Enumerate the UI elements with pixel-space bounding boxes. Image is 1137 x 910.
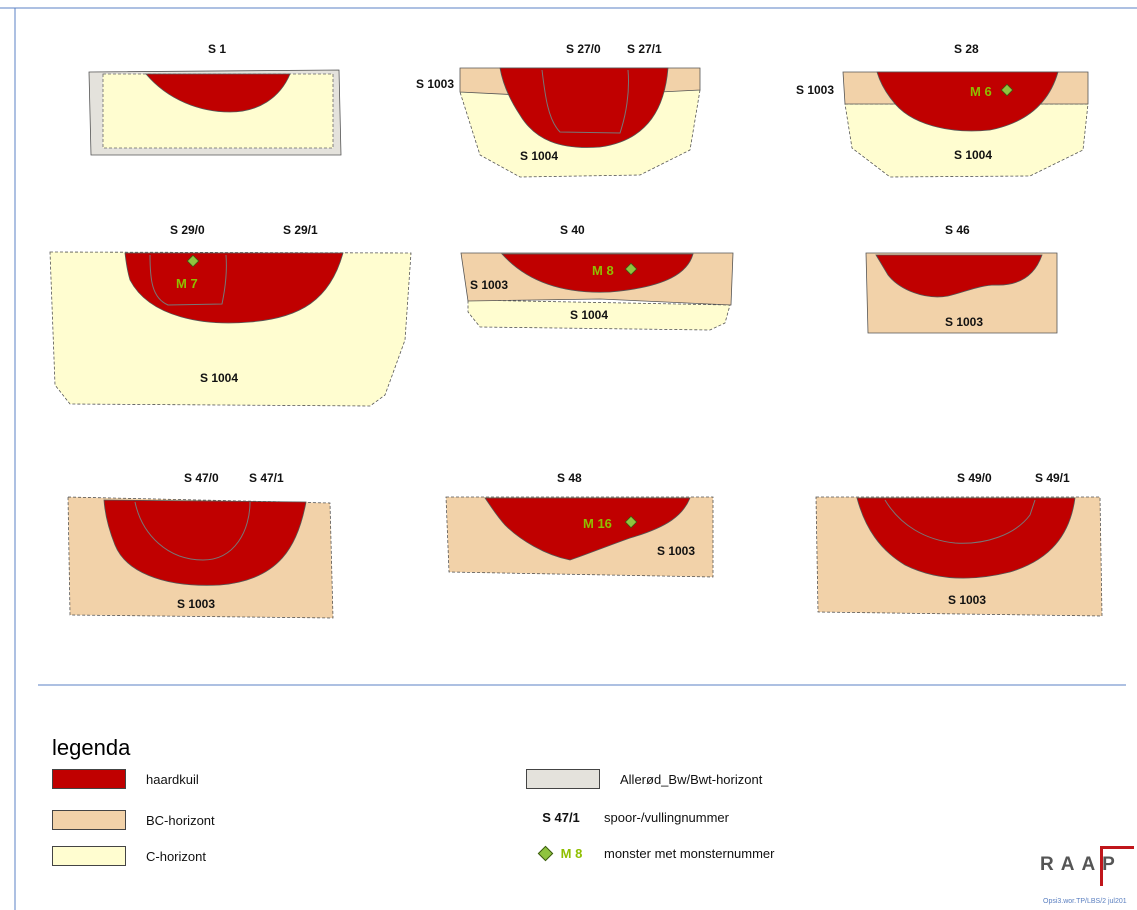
swatch-c xyxy=(52,846,126,866)
legend-item-monster: M 8 monster met monsternummer xyxy=(530,845,775,862)
haardkuil xyxy=(499,67,669,148)
label-s27-0: S 27/0 xyxy=(566,42,601,56)
label-s40: S 40 xyxy=(560,223,585,237)
label-s1003: S 1003 xyxy=(177,597,215,611)
swatch-allerod xyxy=(526,769,600,789)
legend-code-spoor: S 47/1 xyxy=(542,810,580,825)
legend-title: legenda xyxy=(52,735,131,760)
fill-boundary xyxy=(541,69,629,134)
legend-label: haardkuil xyxy=(146,771,199,787)
haardkuil xyxy=(501,253,694,293)
label-s1004: S 1004 xyxy=(954,148,992,162)
haardkuil xyxy=(856,497,1076,579)
legend-monster-sample: M 8 xyxy=(530,845,592,862)
label-s47-0: S 47/0 xyxy=(184,471,219,485)
legend-item-bc: BC-horizont xyxy=(52,810,215,830)
monster-marker xyxy=(186,254,200,268)
label-s1003: S 1003 xyxy=(416,77,454,91)
legend-label: monster met monsternummer xyxy=(604,846,775,861)
section-s46: S 46 S 1003 xyxy=(865,223,1058,334)
label-s1004: S 1004 xyxy=(570,308,608,322)
haardkuil xyxy=(875,254,1043,298)
monster-m8: M 8 xyxy=(592,263,614,278)
fill-boundary xyxy=(149,254,227,306)
haardkuil xyxy=(103,499,307,586)
section-s28: M 6 S 28 S 1003 S 1004 xyxy=(796,42,1089,178)
fill-boundary xyxy=(884,499,1036,544)
label-s1003: S 1003 xyxy=(796,83,834,97)
monster-marker xyxy=(624,262,638,276)
legend-code-monster: M 8 xyxy=(560,846,583,861)
section-s47: S 47/0 S 47/1 S 1003 xyxy=(67,471,334,619)
legend-label: C-horizont xyxy=(146,848,206,864)
raap-logo: RAAP xyxy=(1040,854,1122,875)
swatch-haardkuil xyxy=(52,769,126,789)
monster-marker-icon xyxy=(537,845,553,862)
legend-item-haardkuil: haardkuil xyxy=(52,769,199,789)
monster-marker xyxy=(624,515,638,529)
footer-code: Opsi3.wor.TP/LBS/2 jul201 xyxy=(1043,898,1127,905)
label-s46: S 46 xyxy=(945,223,970,237)
label-s49-0: S 49/0 xyxy=(957,471,992,485)
legend-label: spoor-/vullingnummer xyxy=(604,810,729,825)
label-s1003: S 1003 xyxy=(948,593,986,607)
fill-boundary xyxy=(134,501,251,561)
label-s1004: S 1004 xyxy=(200,371,238,385)
label-s29-1: S 29/1 xyxy=(283,223,318,237)
label-s1003: S 1003 xyxy=(470,278,508,292)
raap-logo-mark xyxy=(1100,846,1134,886)
label-s1: S 1 xyxy=(208,42,226,56)
label-s1003: S 1003 xyxy=(945,315,983,329)
section-s1: S 1 xyxy=(88,42,342,156)
monster-m6: M 6 xyxy=(970,84,992,99)
monster-marker xyxy=(1000,83,1014,97)
label-s48: S 48 xyxy=(557,471,582,485)
label-s47-1: S 47/1 xyxy=(249,471,284,485)
haardkuil xyxy=(145,73,291,113)
haardkuil xyxy=(484,497,691,561)
monster-m16: M 16 xyxy=(583,516,612,531)
label-s27-1: S 27/1 xyxy=(627,42,662,56)
haardkuil xyxy=(124,252,344,324)
legend-item-allerod: Allerød_Bw/Bwt-horizont xyxy=(526,769,762,789)
haardkuil xyxy=(876,71,1059,132)
section-s27: S 27/0 S 27/1 S 1003 S 1004 xyxy=(416,42,701,178)
legend-label: Allerød_Bw/Bwt-horizont xyxy=(620,771,763,787)
legend-item-spoor: S 47/1 spoor-/vullingnummer xyxy=(530,810,729,825)
section-s40: M 8 S 40 S 1003 S 1004 xyxy=(460,223,734,331)
label-s1003: S 1003 xyxy=(657,544,695,558)
section-s48: M 16 S 48 S 1003 xyxy=(445,471,714,578)
section-s29: M 7 S 29/0 S 29/1 S 1004 xyxy=(49,223,412,407)
swatch-bc xyxy=(52,810,126,830)
label-s49-1: S 49/1 xyxy=(1035,471,1070,485)
label-s29-0: S 29/0 xyxy=(170,223,205,237)
label-s28: S 28 xyxy=(954,42,979,56)
section-s49: S 49/0 S 49/1 S 1003 xyxy=(815,471,1103,617)
legend-label: BC-horizont xyxy=(146,812,215,828)
label-s1004: S 1004 xyxy=(520,149,558,163)
monster-m7: M 7 xyxy=(176,276,198,291)
legend-item-c: C-horizont xyxy=(52,846,206,866)
